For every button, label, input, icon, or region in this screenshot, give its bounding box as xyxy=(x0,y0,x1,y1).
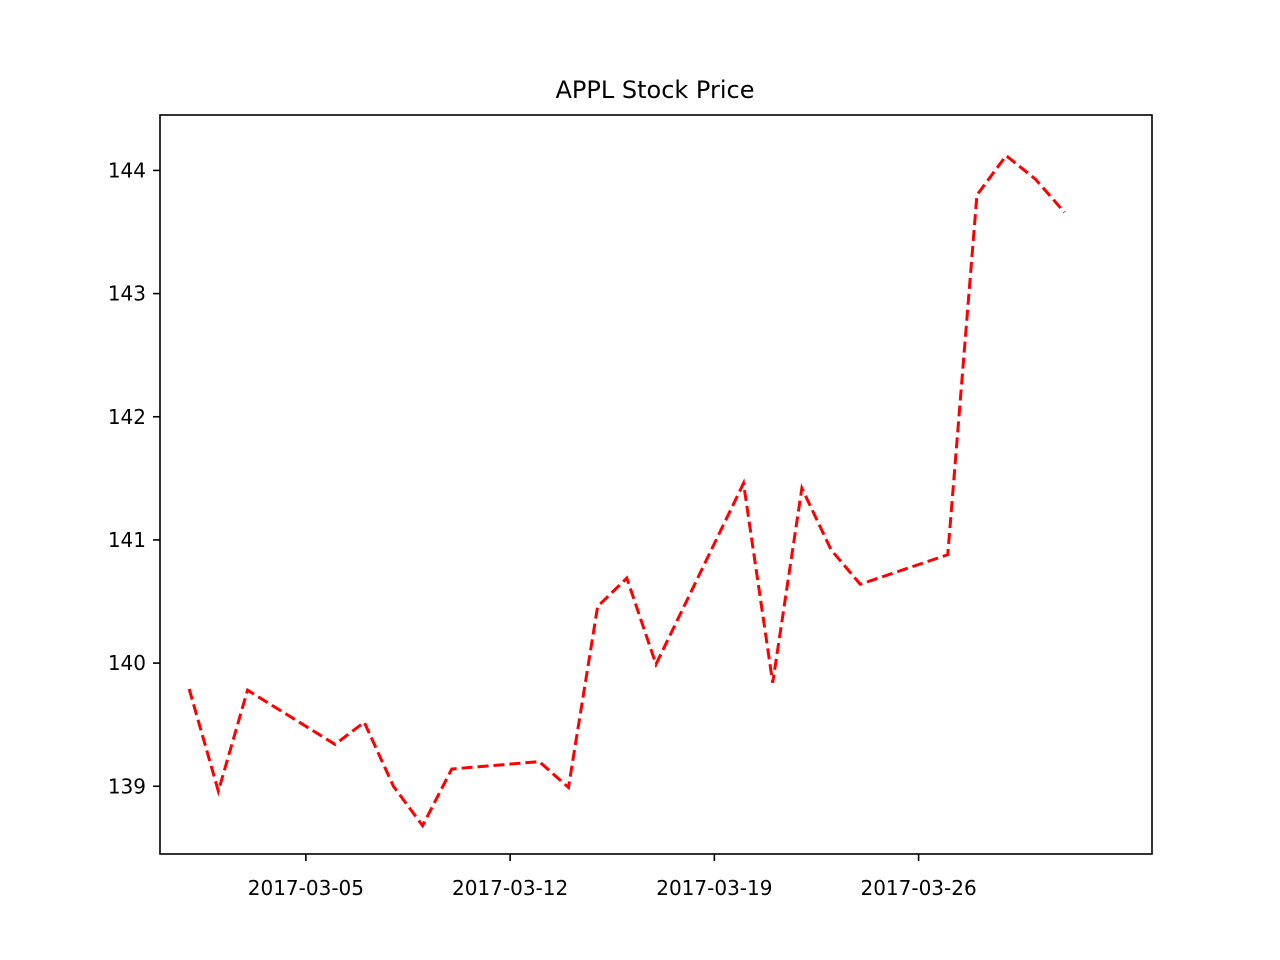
x-tick-label-0: 2017-03-05 xyxy=(248,876,364,900)
y-tick-label-0: 139 xyxy=(108,774,146,798)
y-tick-label-2: 141 xyxy=(108,528,146,552)
chart-title: APPL Stock Price xyxy=(556,76,755,104)
series-line-0 xyxy=(187,153,1066,829)
x-tick-label-3: 2017-03-26 xyxy=(860,876,976,900)
x-axis: 2017-03-05 2017-03-12 2017-03-19 2017-03-26 xyxy=(248,854,977,900)
y-tick-label-4: 143 xyxy=(108,282,146,306)
y-tick-label-5: 144 xyxy=(108,158,146,182)
y-tick-label-1: 140 xyxy=(108,651,146,675)
plot-frame xyxy=(159,114,1153,855)
y-axis: 139 140 141 142 143 144 xyxy=(108,158,160,798)
x-tick-label-1: 2017-03-12 xyxy=(452,876,568,900)
y-tick-label-3: 142 xyxy=(108,405,146,429)
plot-area xyxy=(187,153,1066,829)
x-tick-label-2: 2017-03-19 xyxy=(656,876,772,900)
